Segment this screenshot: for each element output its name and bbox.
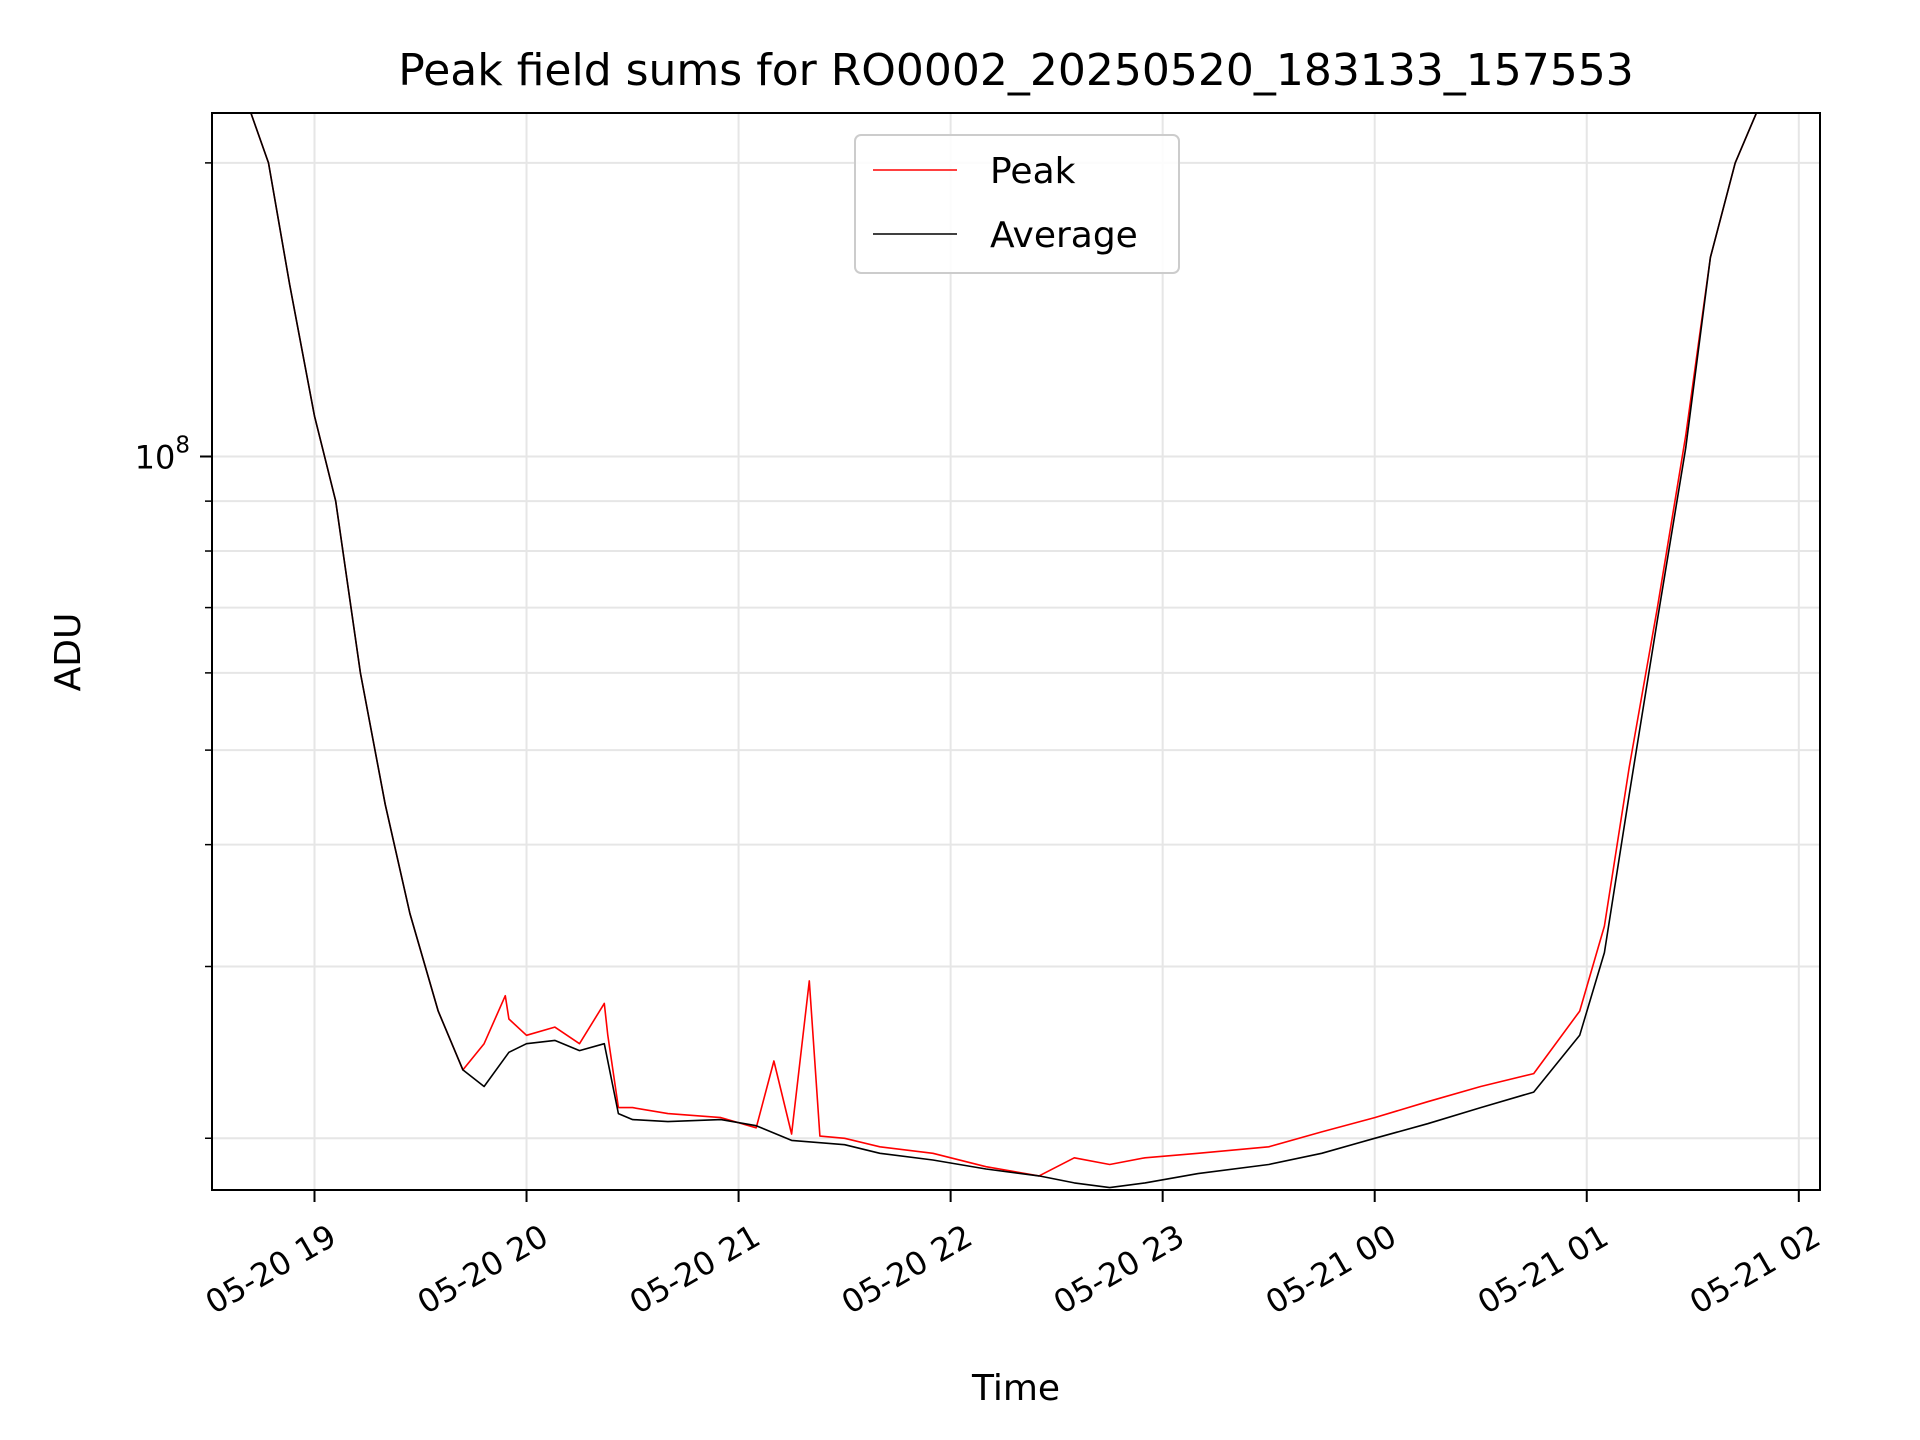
series-line-average [212, 113, 1820, 1189]
legend-label-peak: Peak [990, 151, 1076, 192]
y-axis-label: ADU [48, 613, 89, 692]
grid [212, 113, 1820, 1190]
y-tick-label-exponent: 8 [175, 433, 190, 459]
y-tick-label-base: 10 [135, 439, 176, 477]
chart-title: Peak field sums for RO0002_20250520_1831… [398, 45, 1634, 96]
series-layer [212, 113, 1820, 1189]
x-axis-label: Time [971, 1368, 1060, 1409]
plot-frame [211, 112, 1821, 1191]
y-axis: 108 [135, 162, 212, 1140]
legend: Peak Average [854, 134, 1180, 274]
legend-label-average: Average [990, 215, 1138, 256]
y-tick-label: 108 [135, 433, 190, 477]
